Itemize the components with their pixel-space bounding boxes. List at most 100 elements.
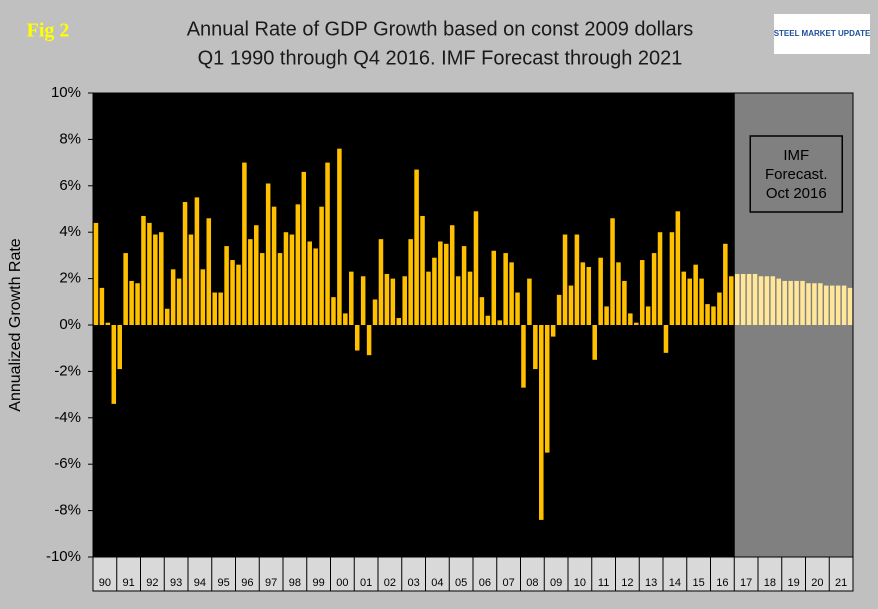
y-tick-label: -6% (54, 455, 81, 472)
bar (224, 246, 229, 325)
bar (515, 292, 520, 325)
bar (396, 318, 402, 325)
bar (824, 285, 829, 325)
bar (384, 273, 390, 325)
x-tick-label: 02 (384, 577, 396, 589)
bar (170, 269, 176, 325)
bar (230, 260, 235, 325)
bar (461, 246, 467, 325)
x-tick-label: 13 (645, 577, 657, 589)
bar (164, 308, 170, 325)
x-tick-label: 97 (265, 577, 277, 589)
bar (147, 222, 152, 325)
bar (699, 278, 704, 325)
bar (349, 271, 354, 325)
x-tick-label: 09 (550, 577, 562, 589)
y-tick-label: 10% (51, 84, 81, 101)
bar (438, 241, 443, 325)
bar (527, 278, 532, 325)
bar (580, 262, 586, 325)
bar (283, 232, 289, 325)
bar (675, 211, 681, 325)
y-tick-label: 0% (59, 316, 81, 333)
bar (135, 283, 140, 325)
y-tick-label: -8% (54, 502, 81, 519)
bar (758, 276, 764, 325)
bar (378, 239, 384, 325)
bar (265, 183, 271, 325)
bar (533, 325, 538, 370)
bar (509, 262, 514, 325)
bar (325, 162, 330, 325)
logo: STEEL MARKET UPDATE (774, 29, 871, 38)
y-tick-label: 4% (59, 223, 81, 240)
bar (604, 306, 609, 325)
bar (123, 253, 128, 325)
bar (402, 276, 407, 325)
bar (93, 222, 99, 325)
x-tick-label: 15 (693, 577, 705, 589)
x-tick-label: 10 (574, 577, 586, 589)
bar (687, 278, 692, 325)
x-tick-label: 11 (598, 577, 609, 589)
bar (194, 197, 200, 325)
bar (105, 322, 111, 325)
bar (129, 280, 134, 325)
bar (117, 325, 122, 370)
annotation: Forecast. (765, 166, 828, 183)
bar (360, 276, 366, 325)
bar (645, 306, 651, 325)
bar (622, 280, 627, 325)
bar (705, 304, 710, 325)
bar (200, 269, 206, 325)
x-tick-label: 20 (811, 577, 823, 589)
bar (521, 325, 526, 388)
bar (711, 306, 716, 325)
bar (835, 285, 841, 325)
bar (301, 171, 307, 325)
x-tick-label: 01 (360, 577, 372, 589)
bar (188, 234, 194, 325)
y-tick-label: 8% (59, 130, 81, 147)
bar (479, 297, 485, 325)
bar (467, 271, 473, 325)
x-tick-label: 95 (218, 577, 230, 589)
bar (444, 243, 449, 325)
x-tick-label: 14 (669, 577, 681, 589)
bar (782, 280, 787, 325)
bar (153, 234, 158, 325)
annotation: IMF (783, 147, 809, 164)
bar (657, 232, 663, 325)
bar (218, 292, 223, 325)
bar (212, 292, 217, 325)
x-tick-label: 21 (835, 577, 847, 589)
bar (242, 162, 247, 325)
bar (723, 243, 728, 325)
x-tick-label: 93 (170, 577, 182, 589)
bar (503, 253, 508, 325)
bar (337, 148, 342, 325)
bar (414, 169, 419, 325)
bar (354, 325, 360, 351)
bar (568, 285, 574, 325)
bar (610, 218, 615, 325)
bar (598, 257, 603, 325)
x-tick-label: 99 (313, 577, 325, 589)
bar (806, 283, 811, 325)
bar (432, 257, 437, 325)
x-tick-label: 96 (241, 577, 253, 589)
bar (776, 278, 782, 325)
bar (206, 218, 212, 325)
bar (319, 206, 324, 325)
bar (574, 234, 580, 325)
bar (752, 273, 758, 325)
bar (592, 325, 597, 360)
bar (248, 239, 253, 325)
bar (693, 264, 698, 325)
x-tick-label: 06 (479, 577, 491, 589)
x-tick-label: 16 (716, 577, 728, 589)
bar (295, 204, 301, 325)
figure-label: Fig 2 (27, 20, 70, 42)
bar (829, 285, 835, 325)
